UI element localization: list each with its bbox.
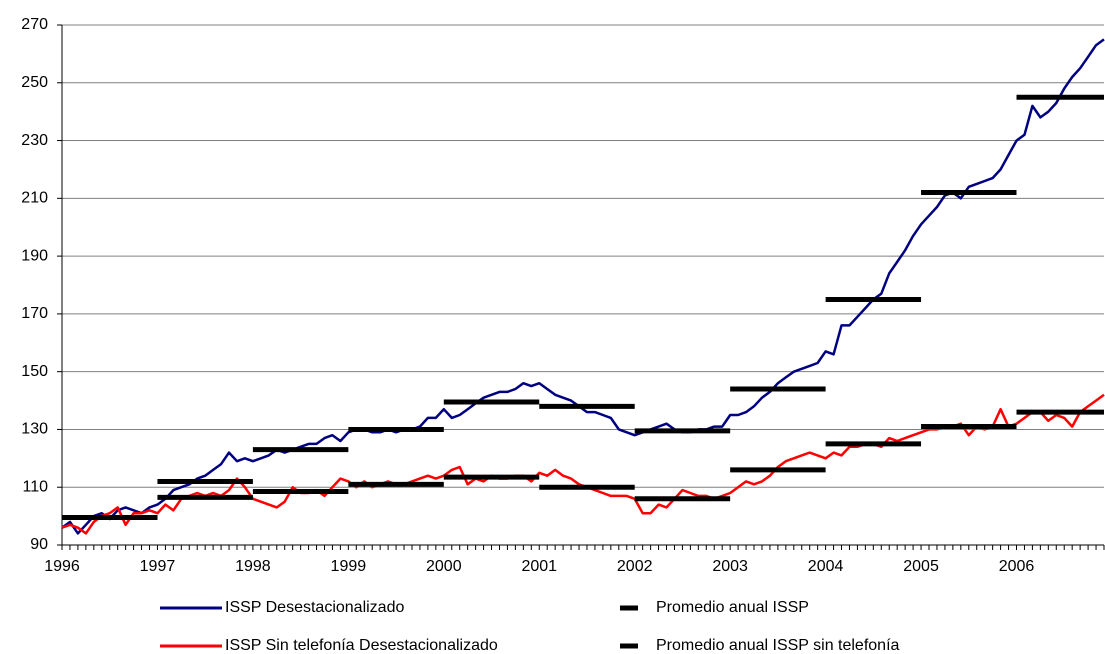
- y-tick-label: 130: [21, 421, 48, 438]
- x-tick-label: 2000: [426, 558, 462, 575]
- y-tick-label: 270: [21, 16, 48, 33]
- y-tick-label: 190: [21, 247, 48, 264]
- x-tick-label: 2003: [712, 558, 748, 575]
- data-line: [61, 393, 1105, 535]
- x-tick-label: 2001: [521, 558, 557, 575]
- x-tick-label: 1999: [331, 558, 367, 575]
- x-tick-label: 2002: [617, 558, 653, 575]
- x-tick-label: 1996: [44, 558, 80, 575]
- y-tick-label: 110: [22, 478, 48, 495]
- x-tick-label: 2006: [999, 558, 1035, 575]
- y-tick-label: 90: [30, 536, 48, 553]
- legend-label: Promedio anual ISSP sin telefonía: [656, 637, 900, 654]
- y-tick-label: 170: [21, 305, 48, 322]
- x-tick-label: 1997: [140, 558, 176, 575]
- legend-label: Promedio anual ISSP: [656, 599, 809, 616]
- y-tick-label: 250: [21, 74, 48, 91]
- y-tick-label: 210: [21, 190, 48, 207]
- y-tick-label: 150: [21, 363, 48, 380]
- y-tick-label: 230: [21, 132, 48, 149]
- legend-label: ISSP Desestacionalizado: [225, 599, 404, 616]
- data-line: [61, 38, 1105, 535]
- x-tick-label: 2004: [808, 558, 844, 575]
- x-tick-label: 2005: [903, 558, 939, 575]
- x-tick-label: 1998: [235, 558, 271, 575]
- legend-label: ISSP Sin telefonía Desestacionalizado: [225, 637, 498, 654]
